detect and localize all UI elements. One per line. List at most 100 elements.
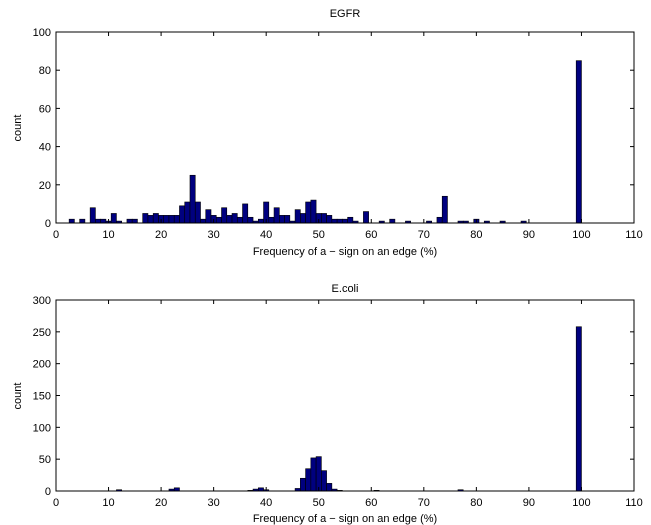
y-tick-label: 200 bbox=[33, 359, 51, 371]
y-tick-label: 300 bbox=[33, 295, 51, 307]
x-tick-label: 60 bbox=[365, 229, 377, 241]
y-tick-label: 50 bbox=[39, 454, 51, 466]
histogram-bar bbox=[152, 213, 159, 224]
histogram-bar bbox=[273, 207, 280, 224]
histogram-bar bbox=[110, 213, 117, 224]
histogram-bar bbox=[268, 216, 275, 224]
histogram-bar bbox=[342, 218, 348, 224]
histogram-bar bbox=[389, 218, 396, 224]
x-tick-label: 80 bbox=[470, 497, 482, 509]
x-tick-label: 40 bbox=[260, 497, 272, 509]
y-tick-label: 80 bbox=[39, 65, 51, 77]
x-tick-label: 70 bbox=[418, 497, 430, 509]
histogram-bar bbox=[236, 216, 243, 224]
y-tick-label: 150 bbox=[33, 391, 51, 403]
histogram-bar bbox=[221, 207, 228, 224]
histogram-bar bbox=[194, 201, 201, 224]
histogram-bar bbox=[305, 468, 312, 492]
histogram-bar bbox=[205, 209, 212, 224]
x-tick-label: 60 bbox=[365, 497, 377, 509]
histogram-bar bbox=[575, 60, 582, 224]
histogram-bar bbox=[179, 205, 186, 224]
histogram-bar bbox=[331, 218, 338, 224]
histogram-bar bbox=[326, 215, 333, 224]
histogram-bar bbox=[310, 199, 317, 224]
x-tick-label: 20 bbox=[155, 497, 167, 509]
histogram-bar bbox=[575, 326, 582, 492]
x-tick-label: 30 bbox=[208, 497, 220, 509]
histogram-bar bbox=[147, 215, 154, 224]
y-tick-label: 100 bbox=[33, 422, 51, 434]
x-tick-label: 90 bbox=[523, 229, 535, 241]
histogram-bar bbox=[226, 215, 233, 224]
x-tick-label: 70 bbox=[418, 229, 430, 241]
histogram-bar bbox=[436, 216, 443, 224]
chart-ecoli: E.coli 0 10 20 30 40 50 60 70 80 90 100 110 0 50 100 15… bbox=[12, 283, 643, 525]
histogram-bar bbox=[300, 213, 306, 224]
histogram-bar bbox=[321, 213, 327, 224]
histogram-bar bbox=[279, 215, 285, 224]
x-tick-label: 110 bbox=[625, 497, 643, 509]
y-tick-label: 20 bbox=[39, 180, 51, 192]
x-tick-label: 40 bbox=[260, 229, 272, 241]
y-tick-label: 40 bbox=[39, 142, 51, 154]
histogram-bar bbox=[300, 477, 306, 492]
x-tick-label: 0 bbox=[53, 497, 59, 509]
axis-ticks: 0 10 20 30 40 50 60 70 80 90 100 110 0 50 100 150 200 250… bbox=[33, 295, 643, 509]
histogram-bar bbox=[163, 215, 170, 224]
plot-area bbox=[55, 31, 635, 224]
histogram-bar bbox=[131, 218, 138, 224]
x-tick-label: 80 bbox=[470, 229, 482, 241]
histogram-bar bbox=[284, 215, 291, 224]
x-tick-label: 20 bbox=[155, 229, 167, 241]
histogram-bar bbox=[189, 174, 196, 224]
histogram-bar bbox=[200, 218, 207, 224]
histogram-bar bbox=[68, 218, 75, 224]
y-tick-label: 250 bbox=[33, 327, 51, 339]
y-axis-label: count bbox=[12, 115, 24, 142]
histogram-bar bbox=[231, 213, 238, 224]
x-tick-label: 10 bbox=[102, 229, 114, 241]
histogram-bar bbox=[310, 457, 317, 492]
histogram-bar bbox=[184, 201, 191, 224]
histogram-bar bbox=[321, 470, 327, 492]
histogram-bar bbox=[441, 195, 448, 224]
histogram-bar bbox=[336, 218, 343, 224]
histogram-bar bbox=[95, 218, 101, 224]
histogram-bar bbox=[315, 456, 322, 492]
x-tick-label: 100 bbox=[572, 497, 590, 509]
histogram-bar bbox=[242, 203, 249, 224]
y-tick-label: 0 bbox=[45, 486, 51, 498]
histogram-bar bbox=[89, 207, 96, 224]
x-tick-label: 50 bbox=[313, 229, 325, 241]
y-tick-label: 100 bbox=[33, 27, 51, 39]
x-tick-label: 50 bbox=[313, 497, 325, 509]
x-tick-label: 90 bbox=[523, 497, 535, 509]
histogram-bar bbox=[142, 213, 149, 224]
histogram-bar bbox=[79, 218, 86, 224]
chart-title: E.coli bbox=[332, 283, 359, 295]
y-axis-label: count bbox=[12, 383, 24, 410]
y-tick-label: 60 bbox=[39, 103, 51, 115]
y-tick-label: 0 bbox=[45, 218, 51, 230]
histogram-bar bbox=[257, 218, 264, 224]
histogram-bar bbox=[294, 209, 301, 224]
x-tick-label: 10 bbox=[102, 497, 114, 509]
histogram-bar bbox=[347, 216, 354, 224]
plot-area bbox=[55, 299, 635, 492]
histogram-bar bbox=[247, 216, 254, 224]
histogram-bar bbox=[305, 201, 312, 224]
histogram-bar bbox=[326, 483, 333, 492]
histogram-bar bbox=[173, 215, 180, 224]
chart-egfr: EGFR 0 10 20 30 40 50 60 70 80 90 100 110 0 20 40 60 80 1… bbox=[12, 8, 643, 258]
histogram-bar bbox=[363, 211, 369, 224]
x-axis-label: Frequency of a − sign on an edge (%) bbox=[253, 246, 437, 258]
x-tick-label: 110 bbox=[625, 229, 643, 241]
histogram-bar bbox=[100, 218, 107, 224]
axis-ticks: 0 10 20 30 40 50 60 70 80 90 100 110 0 20 40 60 80 100 bbox=[33, 27, 643, 241]
histogram-bar bbox=[168, 215, 175, 224]
x-tick-label: 30 bbox=[208, 229, 220, 241]
x-tick-label: 0 bbox=[53, 229, 59, 241]
